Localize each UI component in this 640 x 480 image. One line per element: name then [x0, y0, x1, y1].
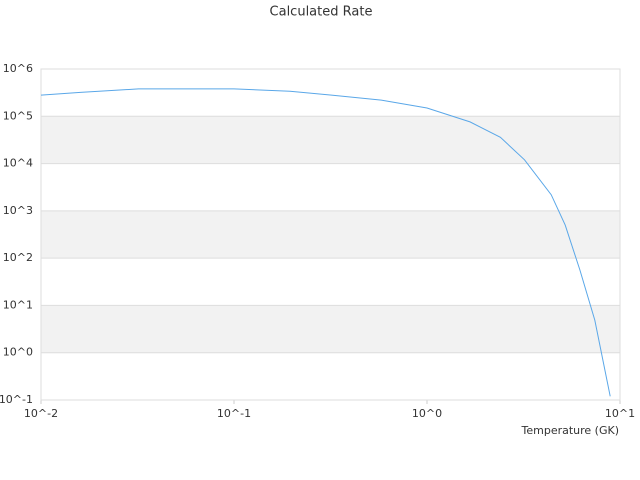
grid-band	[41, 210, 620, 259]
y-tick-label: 10^0	[3, 346, 33, 359]
y-tick-label: 10^5	[3, 109, 33, 122]
plot-area: 10^-110^010^110^210^310^410^510^610^-2 10…	[0, 62, 635, 420]
y-tick-label: 10^-1	[0, 393, 33, 406]
x-tick-label: 10^-1	[217, 407, 251, 420]
x-axis-label: Temperature (GK)	[521, 424, 620, 437]
plot-border	[40, 68, 621, 401]
y-tick-label: 10^6	[3, 62, 33, 75]
grid-band	[41, 116, 620, 164]
x-tick-label: 10^0	[412, 407, 442, 420]
x-tick-label: 10^1	[605, 407, 635, 420]
y-tick-label: 10^2	[3, 251, 33, 264]
chart-title: Calculated Rate	[270, 5, 373, 20]
y-tick-label: 10^3	[3, 204, 33, 217]
x-tick-label: 10^-2	[24, 407, 58, 420]
data-line	[40, 88, 611, 397]
y-tick-label: 10^1	[3, 298, 33, 311]
y-tick-label: 10^4	[3, 157, 33, 170]
grid-band	[41, 305, 620, 353]
